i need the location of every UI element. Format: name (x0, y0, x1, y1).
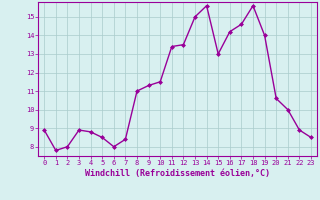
X-axis label: Windchill (Refroidissement éolien,°C): Windchill (Refroidissement éolien,°C) (85, 169, 270, 178)
